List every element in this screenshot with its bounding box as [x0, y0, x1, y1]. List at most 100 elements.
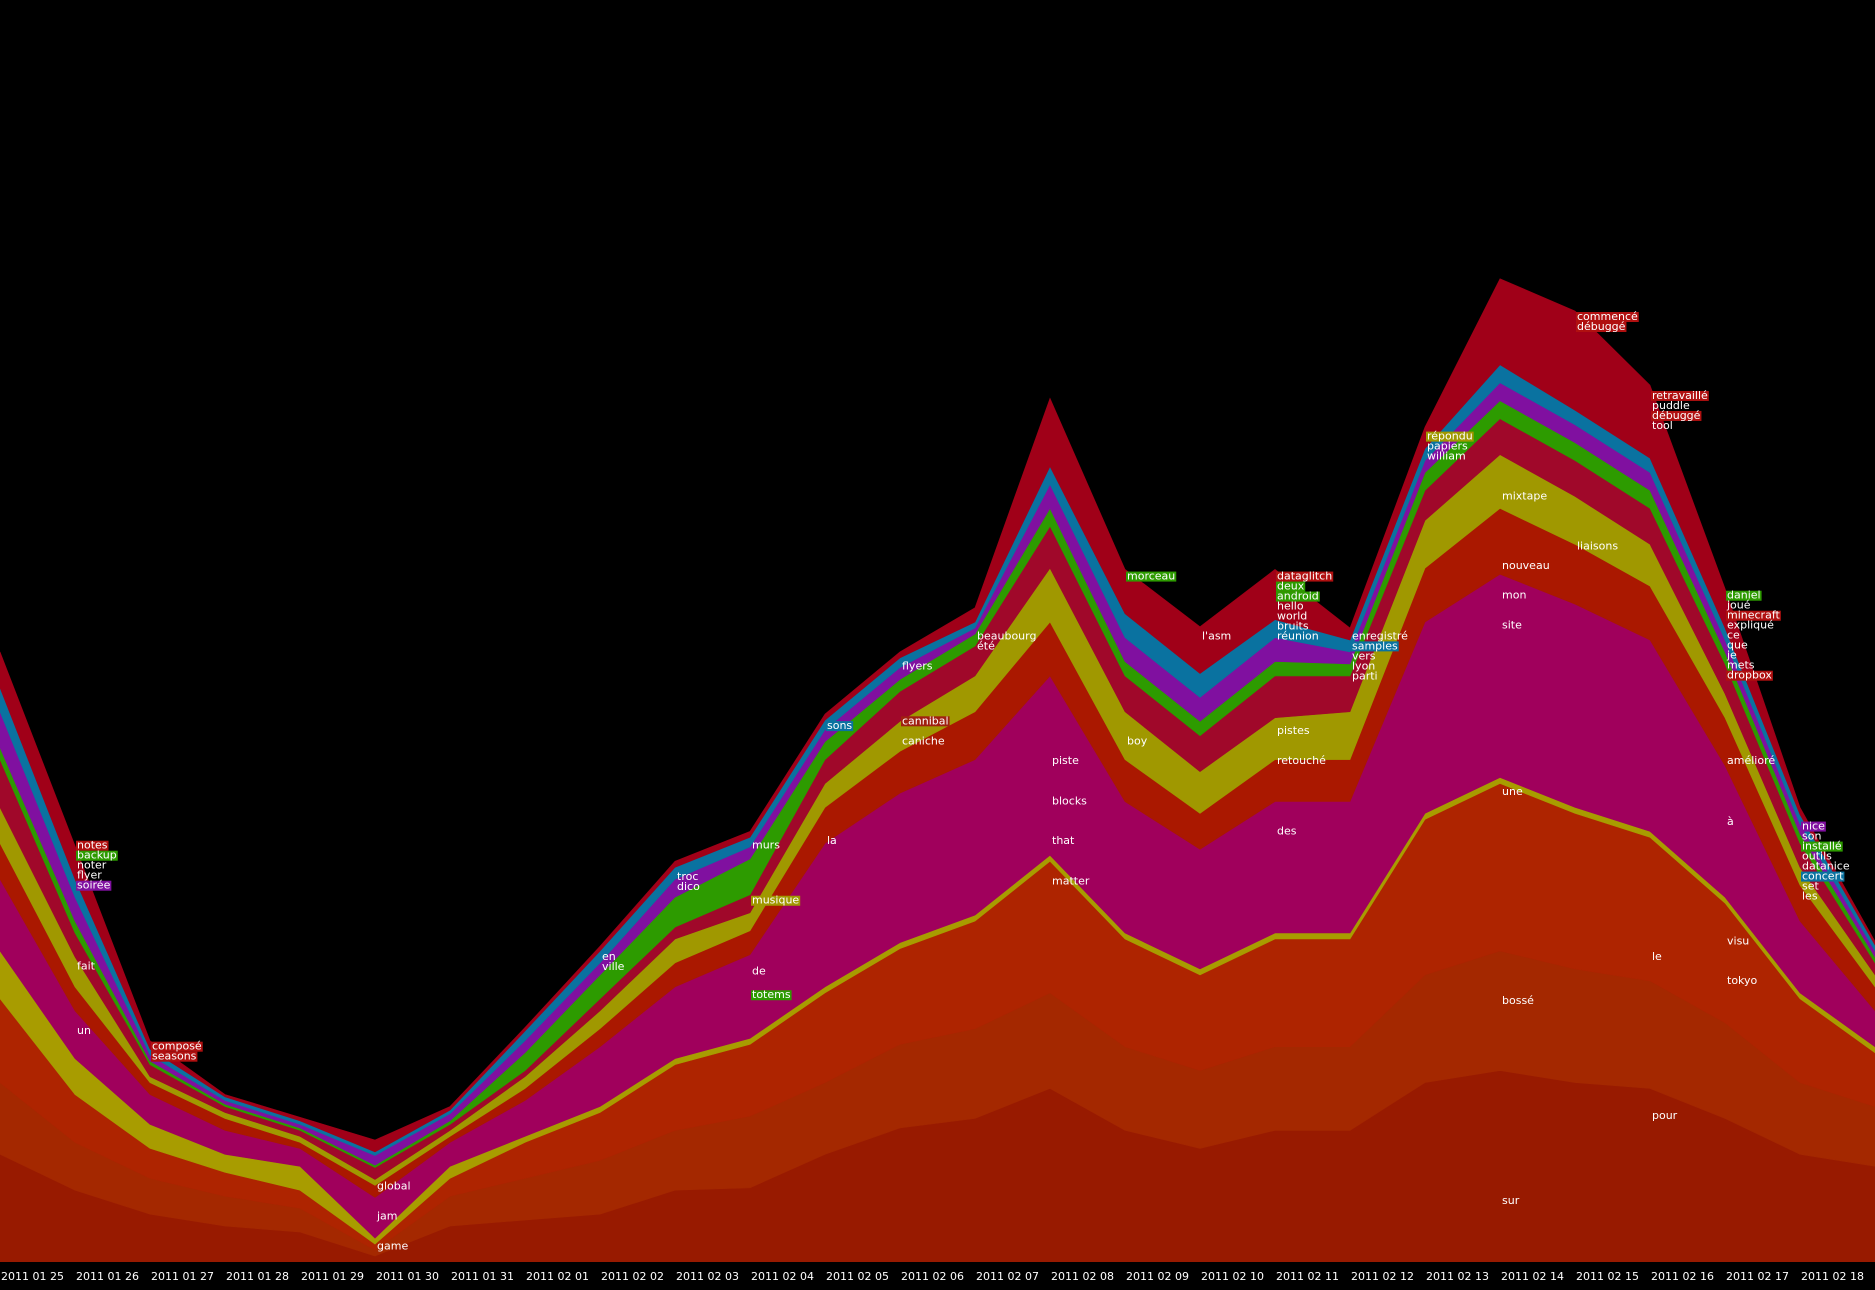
word-label: de — [752, 964, 766, 977]
word-highlight — [751, 895, 801, 906]
x-tick-label: 2011 01 28 — [226, 1270, 289, 1283]
word-highlight — [1426, 431, 1474, 442]
word-label: dataglitch — [1277, 570, 1332, 583]
word-label: dico — [677, 880, 700, 893]
x-tick-label: 2011 02 09 — [1126, 1270, 1189, 1283]
word-highlight — [1651, 390, 1709, 401]
word-label: mon — [1502, 589, 1526, 602]
x-tick-label: 2011 02 13 — [1426, 1270, 1489, 1283]
word-label: minecraft — [1727, 609, 1781, 622]
word-label: noter — [77, 859, 107, 872]
word-label: enregistré — [1352, 629, 1408, 642]
x-tick-label: 2011 02 14 — [1501, 1270, 1564, 1283]
axis-band — [0, 1262, 1875, 1290]
word-label: seasons — [152, 1050, 197, 1063]
word-label: la — [827, 834, 837, 847]
x-tick-label: 2011 02 04 — [751, 1270, 814, 1283]
x-tick-label: 2011 02 05 — [826, 1270, 889, 1283]
word-label: liaisons — [1577, 540, 1618, 553]
word-label: matter — [1052, 875, 1090, 888]
word-label: caniche — [902, 735, 945, 748]
word-label: réunion — [1277, 630, 1319, 643]
word-label: samples — [1352, 639, 1398, 652]
word-label: blocks — [1052, 794, 1087, 807]
word-label: world — [1277, 610, 1307, 623]
x-tick-label: 2011 02 16 — [1651, 1270, 1714, 1283]
word-label: global — [377, 1180, 411, 1193]
word-label: visu — [1727, 934, 1749, 947]
word-label: amélioré — [1727, 754, 1775, 767]
word-highlight — [1576, 311, 1639, 322]
word-label: nouveau — [1502, 559, 1550, 572]
x-tick-label: 2011 02 02 — [601, 1270, 664, 1283]
word-label: bossé — [1502, 994, 1534, 1007]
word-label: beaubourg — [977, 629, 1036, 642]
x-tick-label: 2011 02 01 — [526, 1270, 589, 1283]
word-label: débuggé — [1577, 320, 1626, 333]
word-label: troc — [677, 870, 698, 883]
x-axis: 2011 01 25 2011 01 26 2011 01 27 2011 01 28… — [0, 1262, 1875, 1290]
word-highlight — [1276, 591, 1320, 602]
word-highlight — [1801, 841, 1843, 852]
word-label: le — [1652, 950, 1662, 963]
word-label: une — [1502, 785, 1523, 798]
word-label: installé — [1802, 840, 1842, 853]
x-tick-label: 2011 01 31 — [451, 1270, 514, 1283]
word-label: set — [1802, 880, 1819, 893]
word-highlight — [1276, 581, 1306, 592]
word-label: daniel — [1727, 589, 1761, 602]
word-label: tokyo — [1727, 974, 1758, 987]
word-label: outils — [1802, 850, 1832, 863]
word-label: sons — [827, 719, 852, 732]
x-tick-label: 2011 01 30 — [376, 1270, 439, 1283]
word-highlight — [76, 840, 109, 851]
word-label: totems — [752, 988, 791, 1001]
word-label: composé — [152, 1040, 202, 1053]
word-highlight — [76, 880, 112, 891]
word-label: game — [377, 1239, 408, 1252]
word-label: flyers — [902, 659, 933, 672]
x-tick-label: 2011 02 03 — [676, 1270, 739, 1283]
word-label: je — [1726, 649, 1737, 662]
word-label: morceau — [1127, 570, 1175, 583]
word-label: piste — [1052, 754, 1079, 767]
word-label: retravaillé — [1652, 389, 1708, 402]
word-highlight — [1801, 871, 1845, 882]
word-label: jam — [376, 1210, 398, 1223]
word-highlight — [1126, 571, 1177, 582]
word-highlight — [1726, 670, 1773, 681]
x-tick-label: 2011 01 25 — [1, 1270, 64, 1283]
word-highlight — [826, 721, 854, 732]
word-label: un — [77, 1024, 91, 1037]
word-highlight — [1651, 410, 1702, 421]
word-label: à — [1727, 815, 1734, 828]
word-label: expliqué — [1727, 619, 1774, 632]
word-label: ce — [1727, 629, 1740, 642]
word-highlight — [1726, 610, 1781, 621]
word-label: cannibal — [902, 714, 949, 727]
x-tick-label: 2011 01 26 — [76, 1270, 139, 1283]
word-highlight — [76, 850, 118, 861]
word-label: papiers — [1427, 440, 1468, 453]
word-label: sur — [1502, 1194, 1520, 1207]
word-label: hello — [1277, 600, 1304, 613]
word-label: site — [1502, 619, 1522, 632]
x-tick-label: 2011 01 29 — [301, 1270, 364, 1283]
x-tick-label: 2011 02 07 — [976, 1270, 1039, 1283]
word-label: backup — [77, 849, 117, 862]
word-label: en — [602, 950, 616, 963]
stream-layer — [0, 278, 1875, 1153]
x-tick-label: 2011 01 27 — [151, 1270, 214, 1283]
word-label: bruits — [1277, 620, 1309, 633]
word-label: boy — [1127, 735, 1148, 748]
word-label: datanice — [1802, 860, 1850, 873]
x-tick-label: 2011 02 17 — [1726, 1270, 1789, 1283]
word-label: son — [1802, 830, 1821, 843]
word-highlight — [1576, 321, 1627, 332]
word-label: notes — [77, 839, 108, 852]
word-label: retouché — [1277, 754, 1326, 767]
word-label: william — [1427, 450, 1466, 463]
word-label: ville — [602, 960, 625, 973]
